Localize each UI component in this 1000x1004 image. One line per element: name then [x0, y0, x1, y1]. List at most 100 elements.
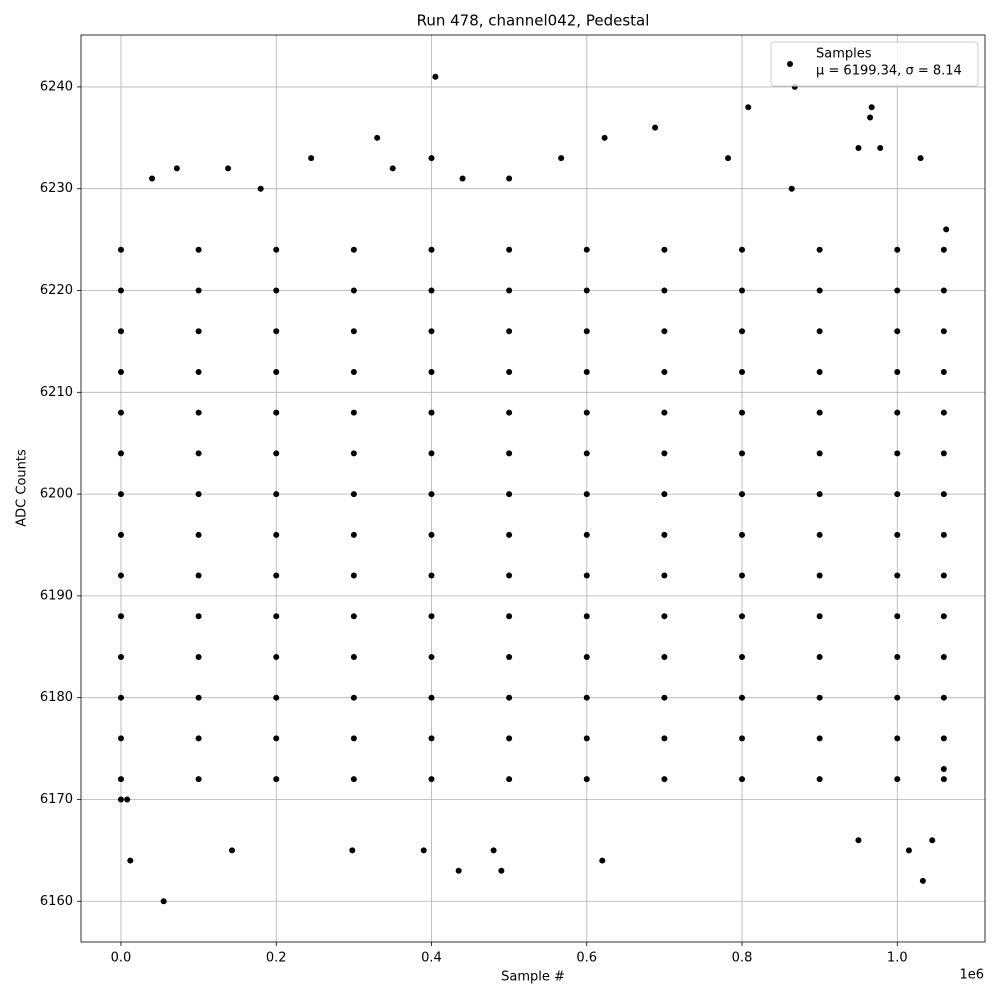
point	[195, 531, 202, 538]
point	[506, 409, 513, 416]
y-tick-label: 6200	[40, 487, 73, 502]
point	[257, 185, 264, 192]
x-axis-label: Sample #	[501, 970, 565, 985]
point	[273, 735, 280, 742]
point	[558, 155, 565, 162]
point	[195, 613, 202, 620]
point	[350, 735, 357, 742]
point	[149, 175, 156, 182]
point	[919, 877, 926, 884]
point	[273, 694, 280, 701]
point	[428, 735, 435, 742]
x-tick-label: 0.2	[266, 951, 287, 966]
y-axis-label: ADC Counts	[15, 449, 30, 527]
point	[940, 653, 947, 660]
point	[127, 857, 134, 864]
point	[160, 898, 167, 905]
point	[428, 694, 435, 701]
point	[428, 531, 435, 538]
point	[273, 409, 280, 416]
legend-stats: μ = 6199.34, σ = 8.14	[816, 64, 962, 79]
point	[894, 287, 901, 294]
point	[117, 491, 124, 498]
point	[273, 653, 280, 660]
point	[661, 328, 668, 335]
point	[350, 776, 357, 783]
point	[506, 328, 513, 335]
point	[583, 450, 590, 457]
legend-marker	[787, 61, 793, 67]
y-tick-label: 6180	[40, 690, 73, 705]
point	[739, 613, 746, 620]
point	[661, 776, 668, 783]
point	[816, 694, 823, 701]
y-tick-label: 6190	[40, 588, 73, 603]
point	[940, 776, 947, 783]
point	[894, 450, 901, 457]
y-tick-label: 6170	[40, 792, 73, 807]
point	[273, 572, 280, 579]
point	[195, 572, 202, 579]
y-tick-label: 6160	[40, 894, 73, 909]
point	[583, 572, 590, 579]
point	[506, 653, 513, 660]
point	[929, 837, 936, 844]
point	[894, 613, 901, 620]
point	[894, 694, 901, 701]
point	[350, 368, 357, 375]
point	[894, 572, 901, 579]
point	[117, 735, 124, 742]
point	[943, 226, 950, 233]
point	[428, 328, 435, 335]
point	[350, 613, 357, 620]
point	[117, 328, 124, 335]
point	[739, 531, 746, 538]
legend-label: Samples	[816, 47, 872, 62]
point	[273, 491, 280, 498]
x-offset-label: 1e6	[959, 968, 984, 983]
point	[894, 653, 901, 660]
point	[350, 328, 357, 335]
point	[599, 857, 606, 864]
point	[350, 653, 357, 660]
point	[506, 450, 513, 457]
point	[940, 735, 947, 742]
point	[583, 653, 590, 660]
point	[273, 246, 280, 253]
point	[273, 450, 280, 457]
point	[490, 847, 497, 854]
point	[428, 613, 435, 620]
point	[117, 572, 124, 579]
point	[855, 837, 862, 844]
point	[195, 653, 202, 660]
point	[894, 246, 901, 253]
point	[350, 694, 357, 701]
point	[583, 287, 590, 294]
point	[195, 246, 202, 253]
point	[117, 409, 124, 416]
point	[816, 735, 823, 742]
point	[506, 246, 513, 253]
point	[940, 328, 947, 335]
point	[816, 450, 823, 457]
point	[374, 134, 381, 141]
point	[917, 155, 924, 162]
x-tick-label: 0.4	[421, 951, 442, 966]
point	[739, 776, 746, 783]
y-tick-label: 6240	[40, 79, 73, 94]
point	[745, 104, 752, 111]
point	[428, 776, 435, 783]
point	[117, 246, 124, 253]
point	[661, 246, 668, 253]
legend: Samples μ = 6199.34, σ = 8.14	[770, 41, 979, 87]
point	[816, 653, 823, 660]
point	[894, 409, 901, 416]
point	[195, 735, 202, 742]
point	[583, 328, 590, 335]
point	[739, 368, 746, 375]
point	[940, 613, 947, 620]
point	[583, 368, 590, 375]
point	[225, 165, 232, 172]
point	[739, 694, 746, 701]
